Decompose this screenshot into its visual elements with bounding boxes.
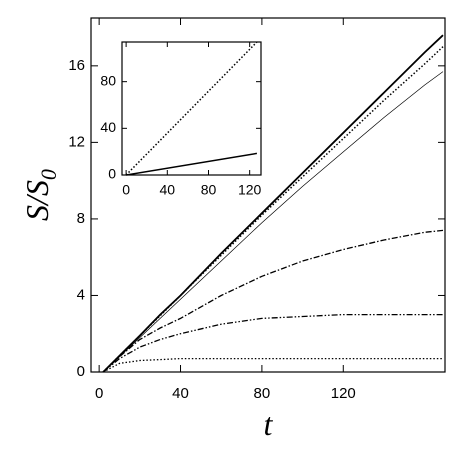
y-tick-label: 12 bbox=[68, 133, 85, 150]
inset-background bbox=[122, 42, 261, 175]
y-tick-label: 16 bbox=[68, 57, 85, 74]
x-tick-label: 80 bbox=[201, 182, 217, 198]
plot-frame bbox=[121, 41, 262, 176]
series-line bbox=[102, 313, 443, 373]
x-tick-label: 40 bbox=[160, 182, 176, 198]
series-line bbox=[102, 357, 443, 373]
x-axis-label: t bbox=[264, 406, 274, 442]
x-tick-label: 120 bbox=[331, 385, 356, 402]
plot-frame bbox=[90, 17, 446, 373]
x-tick-label: 0 bbox=[122, 182, 130, 198]
series-line bbox=[102, 46, 444, 373]
series-line bbox=[125, 41, 258, 176]
y-tick-label: 0 bbox=[77, 363, 85, 380]
y-tick-label: 4 bbox=[77, 286, 85, 303]
y-tick-label: 80 bbox=[100, 72, 116, 88]
y-tick-label: 0 bbox=[108, 166, 116, 182]
y-axis-label-main: S/S bbox=[19, 180, 55, 221]
y-axis-label-sub: 0 bbox=[36, 169, 61, 180]
x-tick-label: 80 bbox=[254, 385, 271, 402]
series-line bbox=[125, 152, 258, 176]
x-tick-label: 120 bbox=[238, 182, 262, 198]
y-tick-label: 8 bbox=[77, 210, 85, 227]
series-line bbox=[102, 229, 444, 373]
x-tick-label: 40 bbox=[172, 385, 189, 402]
y-tick-label: 40 bbox=[100, 119, 116, 135]
series-line bbox=[102, 71, 444, 373]
y-axis-label: S/S0 bbox=[19, 169, 61, 221]
x-tick-label: 0 bbox=[95, 385, 103, 402]
